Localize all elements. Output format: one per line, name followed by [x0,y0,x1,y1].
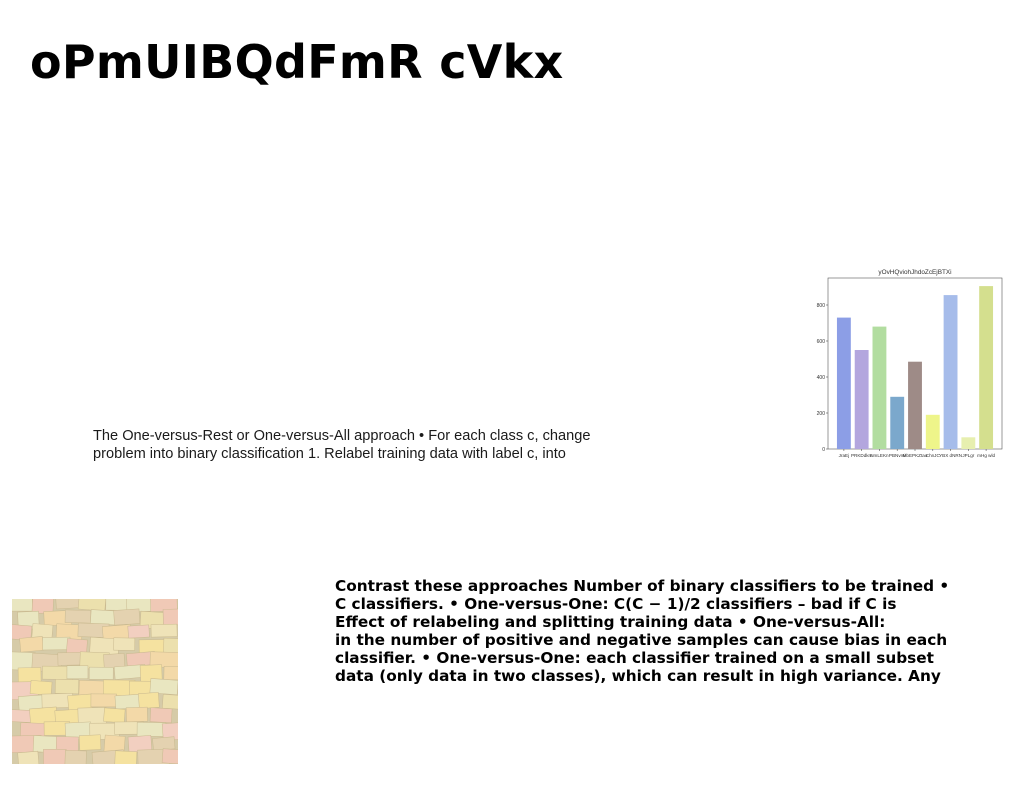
chart-bar [925,414,940,449]
chart-y-axis: 0 200 400 600 800 [817,303,828,453]
y-tick-label: 800 [817,303,826,309]
bold-line: in the number of positive and negative s… [335,631,948,649]
chart-bar [961,437,976,449]
sticky-notes-icon [12,599,178,764]
sticky-note [150,623,178,638]
sticky-note [17,750,40,764]
body-paragraph: The One-versus-Rest or One-versus-All ap… [93,427,653,463]
sticky-note [162,694,178,710]
sticky-note [77,707,107,725]
sticky-note [54,678,79,695]
bold-line: classifier. • One-versus-One: each class… [335,649,934,667]
bold-line: Effect of relabeling and splitting train… [335,613,886,631]
sticky-note [88,666,114,680]
x-tick-label: PBNvmi [889,453,906,458]
bold-line: C classifiers. • One-versus-One: C(C − 1… [335,595,897,613]
bold-line: data (only data in two classes), which c… [335,667,941,685]
sticky-note [125,706,148,723]
bold-line: Contrast these approaches Number of bina… [335,577,950,595]
sticky-note [105,599,128,611]
x-tick-label: mHg wld [977,453,995,458]
chart-bar [979,286,994,449]
sticky-note [149,678,178,695]
y-tick-label: 600 [817,339,826,345]
sticky-note [12,709,32,723]
sticky-note [149,707,173,724]
y-tick-label: 400 [817,375,826,381]
sticky-note [64,750,87,764]
sticky-note [162,608,178,626]
x-tick-label: YBX dNRN [939,453,962,458]
bar-chart: yOvHQviohJhdoZcEjBTXi 0 200 400 600 800 JraE… [817,269,1003,458]
sticky-note [43,749,67,764]
x-tick-label: ChnJC [926,453,941,458]
slide-title: oPmUIBQdFmR cVkx [30,35,564,89]
body-line: problem into binary classification 1. Re… [93,446,566,462]
sticky-note [19,636,44,653]
x-tick-label: JPLgr [962,453,974,458]
x-tick-label: MbEPKZtau [903,453,928,458]
chart-bar [872,326,887,449]
sticky-note [29,680,53,696]
y-tick-label: 0 [822,447,825,453]
sticky-note [64,609,92,624]
sticky-note [161,748,178,764]
sticky-note [66,665,89,679]
chart-bar [943,295,958,449]
sticky-note [163,665,178,681]
sticky-note [103,707,126,724]
chart-bar [890,396,905,449]
x-tick-label: JraEj [839,453,849,458]
chart-title: yOvHQviohJhdoZcEjBTXi [878,269,951,276]
sticky-note [113,637,136,651]
sticky-note [114,750,138,764]
sticky-note [77,599,107,612]
sticky-note [31,599,54,615]
sticky-note [113,608,141,626]
y-tick-label: 200 [817,411,826,417]
body-line: The One-versus-Rest or One-versus-All ap… [93,428,591,444]
x-tick-label: NmLEKn [870,453,889,458]
sticky-note [42,636,71,651]
sticky-note [12,599,33,612]
sticky-note [138,692,160,709]
chart-bars [836,286,994,449]
bold-paragraph: Contrast these approaches Number of bina… [335,577,995,685]
sticky-note [57,652,84,666]
x-tick-label: PRKDdkm [851,453,873,458]
sticky-note [90,693,117,708]
chart-bar [836,317,851,449]
chart-bar [908,361,922,449]
sticky-note [136,722,167,737]
sticky-note [78,734,102,751]
sticky-note [127,624,150,639]
sticky-notes-photo [12,599,178,764]
chart-bar [854,350,869,449]
